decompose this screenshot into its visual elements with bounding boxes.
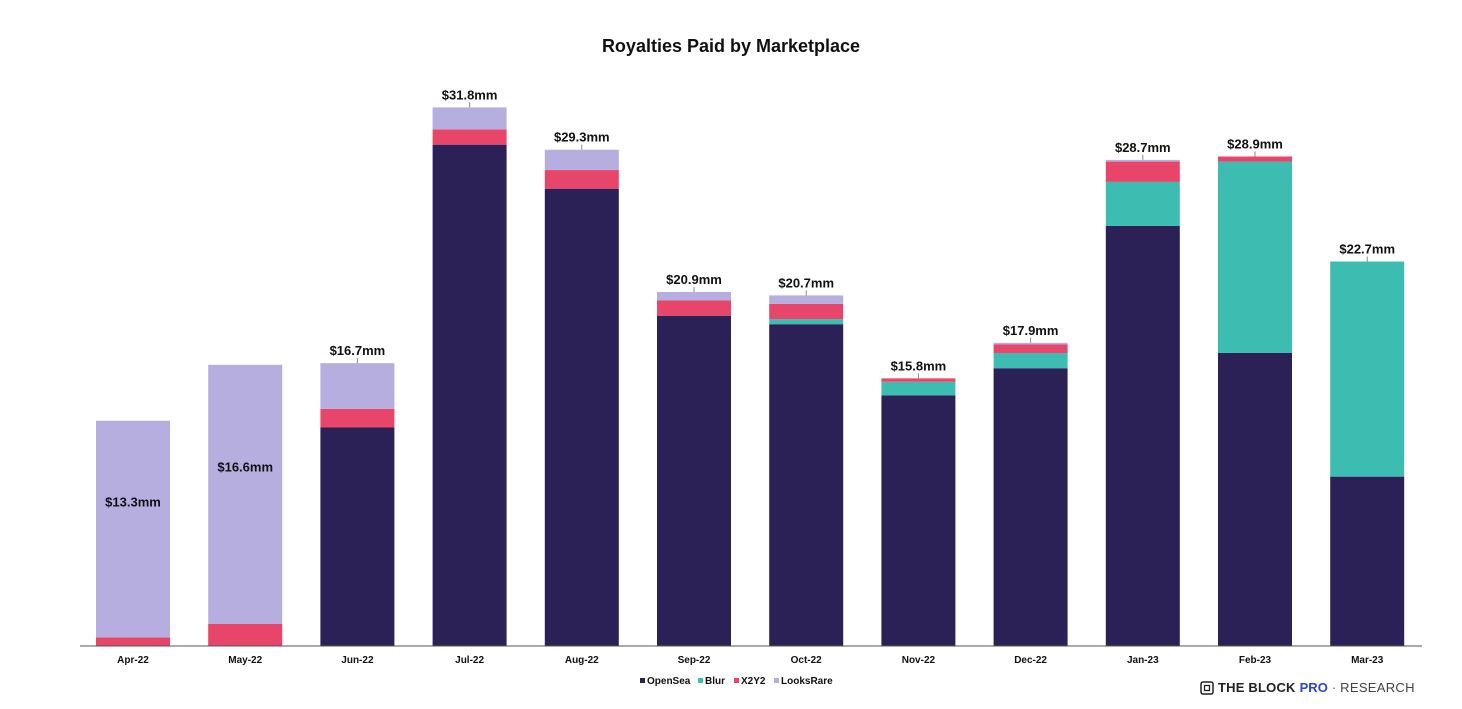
bar-segment-x2y2-jul-22	[432, 129, 507, 145]
bar-segment-x2y2-sep-22	[657, 300, 731, 316]
legend-label-looksrare[interactable]: LooksRare	[781, 676, 833, 687]
x-tick-label: Oct-22	[791, 655, 823, 666]
legend[interactable]: OpenSea Blur X2Y2 LooksRare	[640, 676, 833, 687]
legend-swatch-blur	[698, 678, 703, 683]
bar-segment-looksrare-jul-22	[432, 107, 507, 130]
brand-logo: THE BLOCK PRO · RESEARCH	[1200, 680, 1415, 695]
bar-segment-looksrare-jan-23	[1105, 159, 1180, 162]
x-tick-label: Mar-23	[1351, 655, 1384, 666]
legend-swatch-x2y2	[734, 678, 739, 683]
bar-segment-opensea-aug-22	[544, 188, 619, 646]
bar-segment-x2y2-nov-22	[881, 378, 956, 382]
bar-total-label: $28.7mm	[1115, 140, 1171, 155]
legend-label-blur[interactable]: Blur	[705, 676, 725, 687]
bar-segment-opensea-oct-22	[769, 324, 844, 646]
bar-segment-opensea-nov-22	[881, 395, 956, 646]
bar-total-label: $22.7mm	[1339, 242, 1395, 257]
x-tick-label: Dec-22	[1014, 655, 1047, 666]
total-labels-group: $13.3mm $16.6mm $16.7mm $31.8mm $29.3mm $20.9…	[105, 87, 1395, 509]
bar-segment-looksrare-may-22	[208, 364, 283, 624]
bar-segment-x2y2-jan-23	[1105, 161, 1180, 182]
bar-segment-blur-dec-22	[993, 352, 1068, 369]
bar-segment-looksrare-aug-22	[544, 149, 619, 171]
bar-total-label: $20.9mm	[666, 272, 722, 287]
chart-title: Royalties Paid by Marketplace	[601, 36, 861, 56]
bar-total-label: $31.8mm	[442, 87, 498, 102]
x-tick-label: Apr-22	[117, 655, 149, 666]
bar-total-label: $16.6mm	[217, 460, 273, 475]
legend-label-opensea[interactable]: OpenSea	[647, 676, 691, 687]
bar-total-label: $13.3mm	[105, 494, 161, 509]
bar-total-label: $17.9mm	[1003, 323, 1059, 338]
bar-segment-looksrare-dec-22	[993, 342, 1068, 345]
bar-segment-opensea-jan-23	[1105, 225, 1180, 646]
bar-segment-looksrare-oct-22	[769, 295, 844, 304]
bar-segment-opensea-jun-22	[320, 427, 395, 646]
bar-segment-opensea-feb-23	[1218, 352, 1292, 646]
bar-segment-x2y2-feb-23	[1218, 156, 1292, 162]
bar-segment-blur-oct-22	[769, 319, 844, 325]
bar-segment-x2y2-may-22	[208, 623, 283, 646]
x-tick-label: Jan-23	[1127, 655, 1159, 666]
bar-total-label: $16.7mm	[330, 343, 386, 358]
brand-separator: ·	[1331, 680, 1337, 695]
bar-segment-x2y2-dec-22	[993, 344, 1068, 353]
bar-segment-blur-nov-22	[881, 381, 956, 396]
bar-segment-looksrare-apr-22	[96, 420, 170, 638]
brand-pro: PRO	[1299, 680, 1328, 695]
bar-segment-opensea-dec-22	[993, 368, 1068, 646]
bar-total-label: $29.3mm	[554, 130, 610, 145]
legend-swatch-opensea	[640, 678, 645, 683]
x-tick-label: Jun-22	[341, 655, 374, 666]
bar-segment-looksrare-jun-22	[320, 363, 395, 409]
bar-segment-blur-mar-23	[1330, 261, 1405, 477]
bar-total-label: $28.9mm	[1227, 137, 1283, 152]
bar-segment-blur-feb-23	[1218, 161, 1292, 353]
bar-segment-x2y2-apr-22	[96, 637, 170, 646]
brand-research: RESEARCH	[1340, 680, 1415, 695]
x-tick-label: May-22	[228, 655, 262, 666]
bar-segment-looksrare-sep-22	[657, 292, 731, 301]
bar-segment-opensea-jul-22	[432, 144, 507, 646]
bar-segment-x2y2-jun-22	[320, 408, 395, 428]
bar-total-label: $20.7mm	[778, 275, 834, 290]
bar-segment-blur-jan-23	[1105, 181, 1180, 226]
x-tick-label: Jul-22	[455, 655, 484, 666]
block-cube-icon	[1200, 680, 1214, 695]
x-tick-label: Nov-22	[902, 655, 936, 666]
legend-label-x2y2[interactable]: X2Y2	[741, 676, 766, 687]
legend-swatch-looksrare	[774, 678, 779, 683]
bar-segment-x2y2-aug-22	[544, 170, 619, 189]
bar-total-label: $15.8mm	[891, 358, 947, 373]
bars-group	[96, 107, 1405, 646]
brand-name: THE BLOCK	[1218, 680, 1296, 695]
x-tick-label: Aug-22	[565, 655, 599, 666]
x-tick-label: Sep-22	[678, 655, 711, 666]
bar-segment-opensea-sep-22	[657, 315, 731, 646]
x-tick-label: Feb-23	[1239, 655, 1272, 666]
bar-segment-x2y2-oct-22	[769, 303, 844, 320]
bar-segment-opensea-mar-23	[1330, 476, 1405, 646]
x-ticks-group: Apr-22 May-22 Jun-22 Jul-22 Aug-22 Sep-22 Oct-…	[117, 655, 1384, 666]
